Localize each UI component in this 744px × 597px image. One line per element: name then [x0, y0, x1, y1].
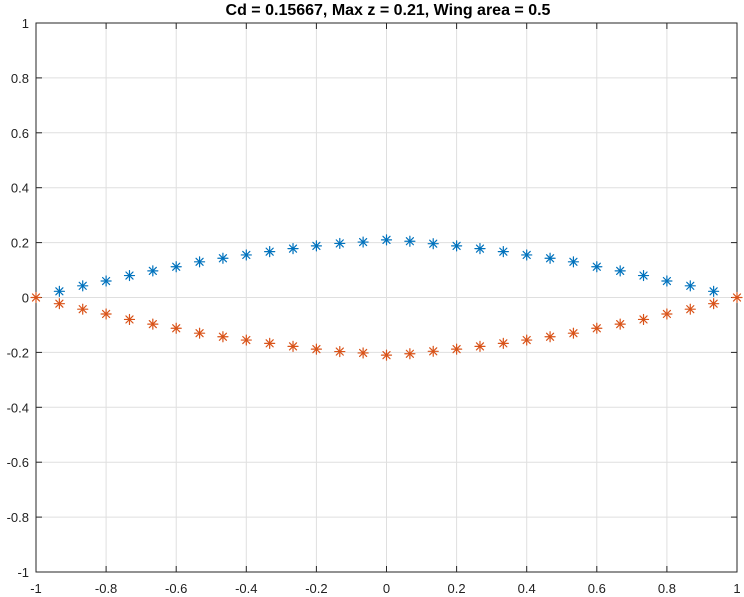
y-tick-label: -1	[17, 565, 29, 580]
series-1-point	[427, 238, 439, 250]
series-2-point	[147, 318, 159, 330]
series-1-point	[240, 249, 252, 261]
series-2-point	[497, 337, 509, 349]
series-2-point	[684, 303, 696, 315]
series-1-point	[334, 237, 346, 250]
series-1-point	[591, 261, 603, 273]
series-2-point	[287, 340, 299, 352]
x-tick-label: -0.6	[165, 581, 187, 596]
series-1-point	[53, 285, 65, 297]
series-1-point	[637, 269, 650, 282]
series-2-point	[521, 334, 533, 346]
y-tick-label: 0.2	[11, 236, 29, 251]
series-2-point	[567, 327, 580, 339]
series-1-point	[264, 246, 276, 258]
series-2-point	[217, 331, 229, 343]
series-2-point	[193, 327, 206, 339]
series-2-point	[380, 349, 393, 361]
series-2-point	[427, 345, 439, 357]
series-1-point	[170, 261, 182, 273]
series-2-point	[731, 291, 743, 304]
x-tick-label: -1	[30, 581, 42, 596]
series-2-point	[637, 313, 650, 326]
series-2-point	[264, 337, 276, 349]
series-2-point	[661, 308, 673, 320]
series-1-point	[544, 252, 556, 264]
series-2-point	[53, 298, 65, 310]
series-2-point	[123, 313, 136, 326]
y-tick-label: 1	[22, 16, 29, 31]
series-1-point	[147, 265, 159, 277]
y-tick-label: 0.6	[11, 126, 29, 141]
series-1-point	[451, 240, 463, 252]
x-tick-label: -0.4	[235, 581, 257, 596]
x-tick-label: 0.2	[448, 581, 466, 596]
series-1-point	[661, 275, 673, 287]
series-1-point	[287, 243, 299, 255]
series-1-point	[310, 240, 322, 252]
series-1-point	[567, 256, 580, 268]
series-1-point	[474, 243, 486, 255]
series-1-point	[708, 285, 720, 297]
y-tick-label: -0.4	[7, 400, 29, 415]
chart-title: Cd = 0.15667, Max z = 0.21, Wing area = …	[226, 2, 551, 19]
x-tick-label: -0.8	[95, 581, 117, 596]
series-2-point	[100, 308, 112, 320]
series-2-point	[240, 334, 252, 346]
data-markers	[30, 234, 743, 361]
series-2-point	[357, 347, 369, 359]
x-tick-label: 0.6	[588, 581, 606, 596]
series-1-point	[77, 280, 89, 292]
y-tick-label: -0.8	[7, 510, 29, 525]
series-2-point	[310, 343, 322, 355]
x-tick-label: 0	[383, 581, 390, 596]
x-tick-label: 0.4	[518, 581, 536, 596]
series-2-point	[591, 322, 603, 334]
series-2-point	[474, 340, 486, 352]
series-2-point	[708, 298, 720, 310]
y-tick-label: 0	[22, 291, 29, 306]
y-tick-label: -0.2	[7, 345, 29, 360]
series-1-point	[123, 269, 136, 282]
series-1-point	[357, 236, 369, 248]
x-tick-label: 1	[733, 581, 740, 596]
x-tick-label: 0.8	[658, 581, 676, 596]
series-1-point	[497, 246, 509, 258]
series-2-point	[544, 331, 556, 343]
series-2-point	[404, 348, 416, 360]
series-1-point	[100, 275, 112, 287]
y-tick-label: -0.6	[7, 455, 29, 470]
x-tick-label: -0.2	[305, 581, 327, 596]
grid	[35, 22, 738, 573]
series-1-point	[521, 249, 533, 261]
y-tick-label: 0.4	[11, 181, 29, 196]
series-1-point	[404, 235, 416, 247]
series-1-point	[614, 265, 626, 277]
axis-ticks: -1 -0.8 -0.6 -0.4 -0.2 0 0.2 0.4 0.6 0.8 1 1 0.8 0.6 0…	[7, 16, 741, 596]
y-tick-label: 0.8	[11, 71, 29, 86]
series-2-point	[77, 303, 89, 315]
series-1-point	[193, 256, 206, 268]
series-2-point	[334, 345, 346, 358]
series-1-point	[217, 252, 229, 264]
series-2-point	[614, 318, 626, 330]
series-1-point	[684, 280, 696, 292]
series-2-point	[170, 322, 182, 334]
series-2-point	[30, 291, 42, 304]
series-1-point	[380, 234, 393, 246]
series-2-point	[451, 343, 463, 355]
